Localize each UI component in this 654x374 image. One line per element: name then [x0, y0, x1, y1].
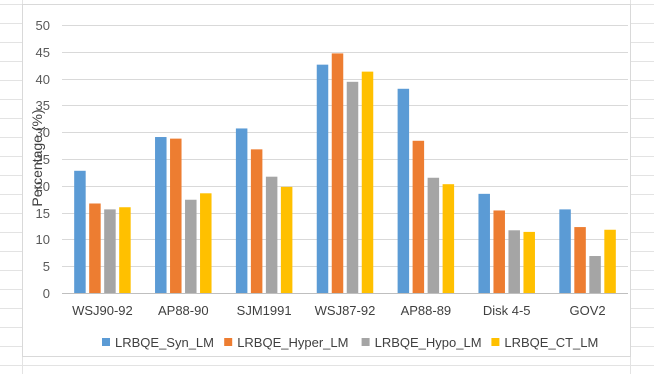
bar	[265, 176, 278, 293]
bar	[604, 229, 616, 293]
bar	[574, 227, 586, 293]
y-tick-label: 40	[36, 72, 50, 87]
bar	[523, 231, 535, 293]
x-tick-label: AP88-90	[158, 303, 209, 318]
y-tick-label: 0	[43, 286, 50, 301]
y-axis-ticks: 0 5 10 15 20 25 30 35 40 45 50	[36, 18, 50, 301]
bar	[589, 256, 601, 293]
bar	[104, 209, 116, 293]
bar	[493, 210, 505, 293]
legend-swatch	[491, 338, 500, 346]
x-tick-label: WSJ90-92	[72, 303, 133, 318]
bar	[397, 88, 410, 293]
bar	[200, 193, 212, 293]
y-tick-label: 20	[36, 179, 50, 194]
bar	[427, 177, 440, 293]
x-tick-label: WSJ87-92	[315, 303, 376, 318]
bar	[331, 53, 344, 293]
y-tick-label: 5	[43, 259, 50, 274]
x-axis-categories: WSJ90-92 AP88-90 SJM1991 WSJ87-92 AP88-89 Dis…	[72, 303, 606, 318]
bar	[74, 170, 86, 293]
x-tick-label: GOV2	[570, 303, 606, 318]
bar	[250, 149, 263, 293]
bar	[559, 209, 571, 293]
x-tick-label: SJM1991	[237, 303, 292, 318]
y-tick-label: 35	[36, 98, 50, 113]
y-axis-title: Percentage (%)	[29, 109, 45, 206]
bar	[280, 186, 293, 293]
legend-label: LRBQE_Hyper_LM	[237, 335, 348, 350]
bar	[316, 64, 329, 293]
legend: LRBQE_Syn_LM LRBQE_Hyper_LM LRBQE_Hypo_LM L…	[102, 335, 598, 350]
x-tick-label: Disk 4-5	[483, 303, 531, 318]
legend-label: LRBQE_CT_LM	[504, 335, 598, 350]
legend-label: LRBQE_Hypo_LM	[375, 335, 482, 350]
y-tick-label: 30	[36, 125, 50, 140]
y-tick-label: 10	[36, 232, 50, 247]
legend-swatch	[224, 338, 233, 346]
bar	[89, 203, 101, 293]
x-tick-label: AP88-89	[401, 303, 452, 318]
legend-swatch	[102, 338, 110, 346]
y-tick-label: 45	[36, 45, 50, 60]
bar	[442, 184, 455, 293]
bar	[155, 137, 167, 293]
legend-swatch	[361, 338, 370, 346]
legend-label: LRBQE_Syn_LM	[115, 335, 214, 350]
bar	[170, 138, 182, 293]
y-tick-label: 15	[36, 206, 50, 221]
y-tick-label: 25	[36, 152, 50, 167]
bar	[361, 71, 374, 293]
y-tick-label: 50	[36, 18, 50, 33]
bar	[478, 193, 490, 293]
bar	[412, 140, 425, 293]
bar	[235, 128, 248, 293]
bar	[185, 199, 197, 293]
bar	[119, 207, 131, 293]
bar	[508, 230, 520, 293]
bar	[346, 81, 359, 293]
bars-group	[74, 53, 616, 293]
